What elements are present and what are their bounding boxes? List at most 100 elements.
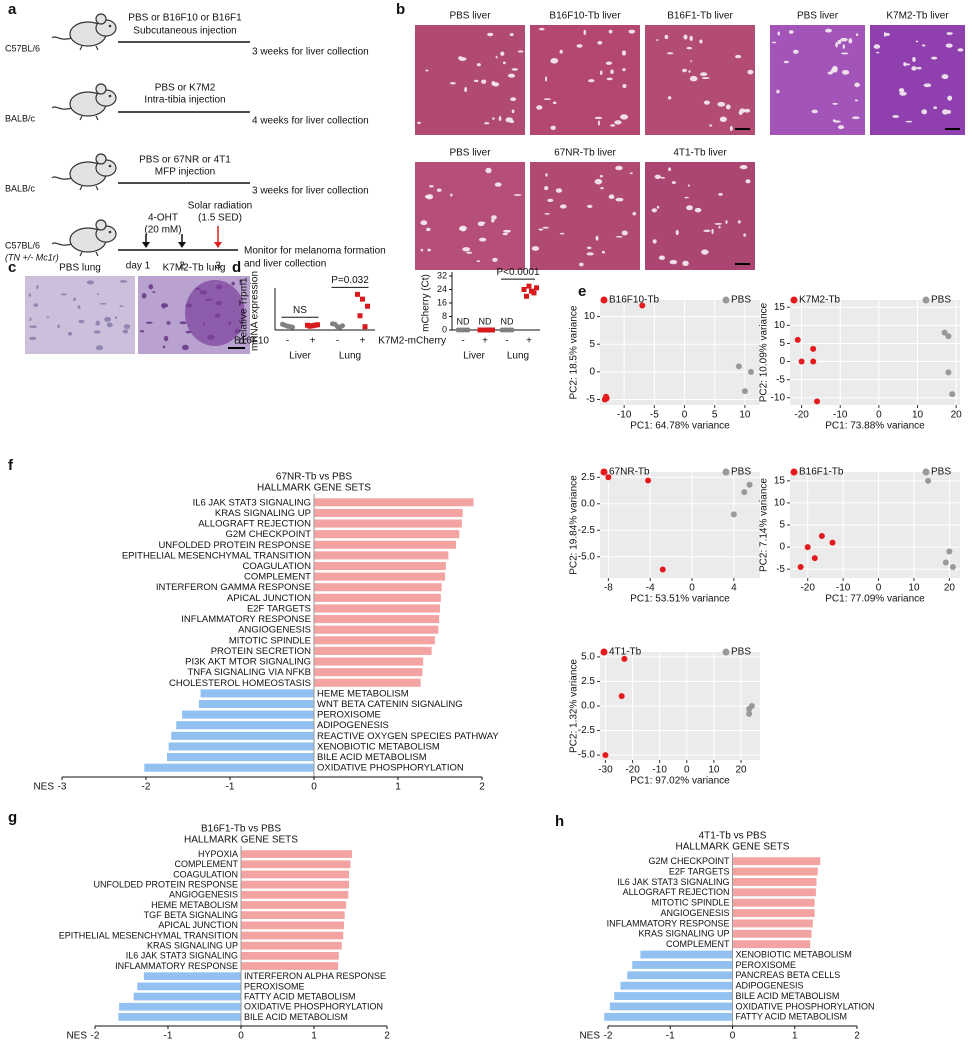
bar bbox=[314, 561, 446, 571]
category-label: KRAS SIGNALING UP bbox=[215, 508, 311, 519]
tissue-texture bbox=[480, 221, 486, 224]
tissue-texture bbox=[711, 228, 714, 235]
y-axis-label: Relative Trpm1 bbox=[239, 277, 250, 345]
bar bbox=[241, 860, 351, 869]
factor-label: B16F10 bbox=[234, 336, 269, 347]
panel-label: d bbox=[232, 259, 241, 276]
tissue-texture bbox=[620, 114, 629, 120]
category-label: PEROXISOME bbox=[736, 960, 797, 970]
tissue-texture bbox=[511, 109, 515, 114]
injection-label: PBS or B16F10 or B16F1 bbox=[128, 13, 242, 24]
day-label: 2 bbox=[179, 261, 185, 272]
bar bbox=[241, 901, 347, 909]
tissue-texture bbox=[495, 55, 498, 59]
tissue-texture bbox=[450, 193, 453, 197]
category-label: BILE ACID METABOLISM bbox=[317, 752, 427, 763]
tissue-texture bbox=[690, 60, 693, 62]
histology-image bbox=[770, 25, 865, 135]
tissue-texture bbox=[502, 61, 506, 65]
tissue-texture bbox=[498, 116, 502, 121]
category-label: ADIPOGENESIS bbox=[317, 720, 389, 731]
x-tick-label: 0 bbox=[682, 410, 688, 421]
x-tick-label: 10 bbox=[908, 583, 920, 594]
tissue-texture bbox=[667, 96, 672, 100]
bar bbox=[133, 992, 241, 1001]
bar bbox=[314, 593, 441, 602]
tissue-texture bbox=[595, 235, 599, 241]
data-point bbox=[507, 327, 512, 333]
y-tick-label: -5 bbox=[586, 394, 595, 405]
category-label: FATTY ACID METABOLISM bbox=[244, 991, 356, 1001]
tissue-texture bbox=[426, 227, 431, 232]
category-label: COMPLEMENT bbox=[666, 939, 730, 949]
tissue-texture bbox=[792, 49, 799, 54]
y-tick-label: -5 bbox=[776, 374, 785, 385]
histology-image bbox=[25, 276, 135, 354]
data-point bbox=[794, 336, 801, 343]
collection-label: 3 weeks for liver collection bbox=[252, 47, 369, 58]
x-tick-label: 20 bbox=[944, 583, 956, 594]
tissue-texture bbox=[837, 39, 842, 45]
tissue-texture bbox=[947, 110, 951, 114]
category-label: ANGIOGENESIS bbox=[169, 890, 238, 900]
y-tick-label: 10 bbox=[584, 311, 596, 322]
image-label: K7M2-Tb lung bbox=[163, 263, 226, 274]
y-tick-label: 5 bbox=[589, 339, 595, 350]
bar bbox=[241, 941, 342, 950]
tissue-texture bbox=[462, 247, 471, 252]
x-tick-label: 10 bbox=[912, 410, 924, 421]
tissue-texture bbox=[608, 194, 615, 200]
x-tick-label: 2 bbox=[384, 1031, 390, 1042]
factor-label: K7M2-mCherry bbox=[378, 336, 446, 347]
x-tick-label: - bbox=[461, 336, 464, 347]
tissue-texture bbox=[931, 56, 938, 60]
legend-label: PBS bbox=[931, 467, 951, 478]
tissue-texture bbox=[942, 109, 949, 115]
category-label: HYPOXIA bbox=[198, 849, 238, 859]
collection-label: 3 weeks for liver collection bbox=[252, 186, 369, 197]
bar bbox=[732, 888, 816, 897]
data-point bbox=[741, 388, 748, 395]
data-point bbox=[811, 555, 818, 562]
tissue-texture bbox=[550, 58, 559, 64]
x-axis-label: PC1: 53.51% variance bbox=[630, 594, 730, 605]
tissue-texture bbox=[725, 220, 728, 224]
chart-subtitle: HALLMARK GENE SETS bbox=[184, 835, 298, 846]
category-label: IL6 JAK STAT3 SIGNALING bbox=[126, 951, 238, 961]
tissue-texture bbox=[429, 185, 434, 188]
bar bbox=[182, 710, 314, 719]
y-tick-label: -2.5 bbox=[578, 525, 596, 536]
bar bbox=[314, 604, 440, 613]
data-point bbox=[746, 481, 753, 488]
bar bbox=[314, 498, 474, 507]
tissue-texture bbox=[594, 178, 603, 185]
category-label: BILE ACID METABOLISM bbox=[244, 1012, 348, 1022]
data-point bbox=[485, 327, 490, 333]
bar bbox=[241, 890, 349, 899]
y-axis-label: mRNA expression bbox=[250, 271, 261, 351]
y-tick-label: 16 bbox=[437, 297, 447, 307]
tissue-texture bbox=[743, 233, 747, 237]
tissue-texture bbox=[669, 259, 678, 265]
histology-image bbox=[415, 162, 525, 270]
data-point bbox=[810, 358, 817, 365]
bar bbox=[609, 1002, 733, 1011]
tissue-texture bbox=[608, 29, 613, 34]
tissue-texture bbox=[119, 280, 128, 283]
tissue-texture bbox=[459, 225, 467, 231]
bar bbox=[314, 508, 463, 517]
treatment-label: (1.5 SED) bbox=[198, 213, 242, 224]
tissue-texture bbox=[67, 331, 73, 336]
tissue-texture bbox=[239, 280, 243, 286]
significance-label: P<0.0001 bbox=[496, 267, 540, 278]
y-axis-label: PC2: 18.5% variance bbox=[569, 305, 580, 399]
tissue-texture bbox=[536, 105, 543, 110]
bar bbox=[314, 657, 424, 666]
data-point bbox=[463, 327, 468, 333]
tissue-texture bbox=[466, 251, 473, 254]
bar bbox=[627, 971, 733, 980]
image-label: B16F10-Tb liver bbox=[549, 11, 621, 22]
tissue-texture bbox=[745, 179, 751, 184]
tissue-texture bbox=[898, 88, 905, 93]
tissue-texture bbox=[505, 117, 513, 123]
